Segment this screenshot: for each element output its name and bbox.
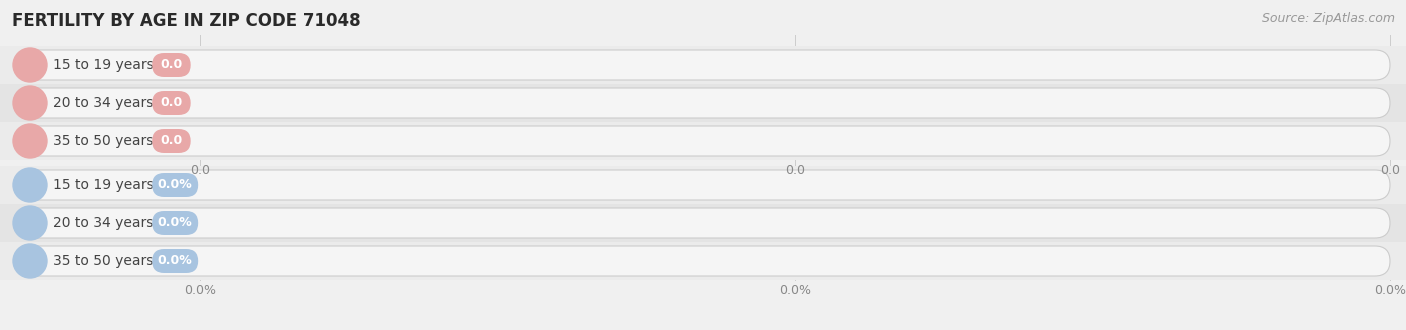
FancyBboxPatch shape: [15, 50, 1391, 80]
Circle shape: [13, 124, 46, 158]
Text: Source: ZipAtlas.com: Source: ZipAtlas.com: [1263, 12, 1395, 25]
Text: 15 to 19 years: 15 to 19 years: [53, 178, 153, 192]
Text: 20 to 34 years: 20 to 34 years: [53, 96, 153, 110]
FancyBboxPatch shape: [15, 88, 1391, 118]
FancyBboxPatch shape: [15, 126, 1391, 156]
Text: 0.0: 0.0: [785, 164, 806, 177]
Text: 0.0: 0.0: [160, 58, 183, 72]
Bar: [0, 84, 1406, 122]
FancyBboxPatch shape: [152, 53, 191, 77]
Circle shape: [13, 206, 46, 240]
Text: 0.0%: 0.0%: [184, 284, 217, 297]
Text: 15 to 19 years: 15 to 19 years: [53, 58, 153, 72]
Circle shape: [13, 48, 46, 82]
FancyBboxPatch shape: [15, 208, 1391, 238]
FancyBboxPatch shape: [152, 249, 198, 273]
Bar: [0, 46, 1406, 84]
Text: 0.0%: 0.0%: [157, 179, 193, 191]
Text: 0.0%: 0.0%: [157, 216, 193, 229]
Circle shape: [13, 168, 46, 202]
FancyBboxPatch shape: [15, 246, 1391, 276]
Bar: [0, 122, 1406, 160]
Circle shape: [13, 244, 46, 278]
Text: 0.0%: 0.0%: [157, 254, 193, 268]
Text: 35 to 50 years: 35 to 50 years: [53, 134, 153, 148]
FancyBboxPatch shape: [15, 170, 1391, 200]
Text: 20 to 34 years: 20 to 34 years: [53, 216, 153, 230]
FancyBboxPatch shape: [152, 129, 191, 153]
Text: FERTILITY BY AGE IN ZIP CODE 71048: FERTILITY BY AGE IN ZIP CODE 71048: [13, 12, 360, 30]
Circle shape: [13, 86, 46, 120]
Bar: [0, 204, 1406, 242]
Text: 0.0: 0.0: [160, 135, 183, 148]
Text: 35 to 50 years: 35 to 50 years: [53, 254, 153, 268]
Text: 0.0: 0.0: [190, 164, 209, 177]
Bar: [0, 166, 1406, 204]
Text: 0.0: 0.0: [160, 96, 183, 110]
Text: 0.0%: 0.0%: [1374, 284, 1406, 297]
FancyBboxPatch shape: [152, 173, 198, 197]
FancyBboxPatch shape: [152, 211, 198, 235]
Text: 0.0%: 0.0%: [779, 284, 811, 297]
Bar: [0, 242, 1406, 280]
FancyBboxPatch shape: [152, 91, 191, 115]
Text: 0.0: 0.0: [1381, 164, 1400, 177]
